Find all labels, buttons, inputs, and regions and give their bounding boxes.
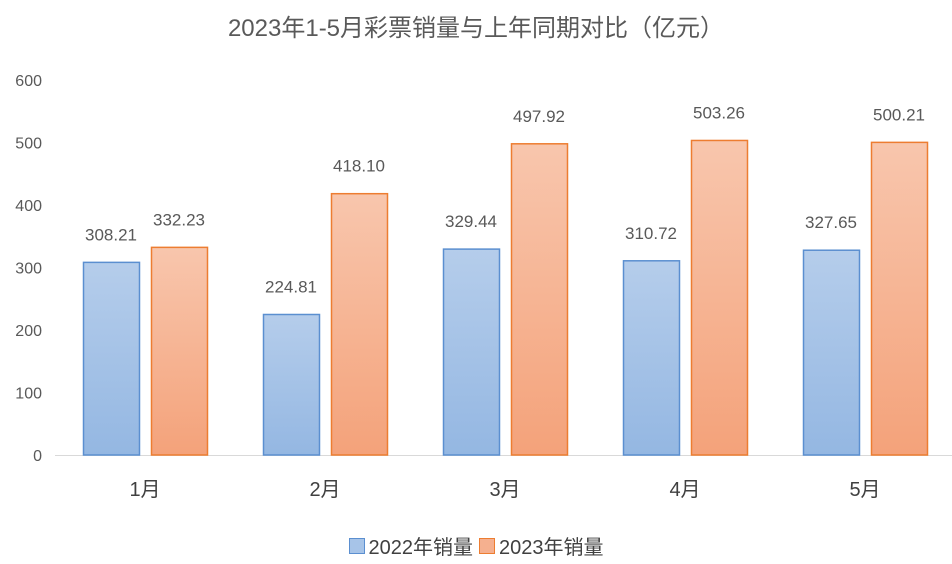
y-tick-label: 200: [15, 323, 42, 340]
data-label: 327.65: [805, 213, 857, 232]
x-tick-label: 3月: [489, 479, 520, 501]
bar-2022: [622, 260, 681, 456]
data-label: 308.21: [85, 225, 137, 244]
chart-title: 2023年1-5月彩票销量与上年同期对比（亿元）: [227, 15, 725, 42]
bar-2023: [510, 143, 569, 456]
y-tick-label: 0: [33, 448, 42, 465]
y-tick-label: 300: [15, 261, 42, 278]
bar-2022: [82, 261, 141, 456]
data-label: 503.26: [693, 103, 745, 122]
data-label: 310.72: [625, 224, 677, 243]
x-tick-label: 5月: [849, 479, 880, 501]
x-tick-label: 2月: [309, 479, 340, 501]
bar-2023: [150, 246, 209, 456]
bar-2023: [690, 139, 749, 456]
x-tick-label: 1月: [129, 479, 160, 501]
legend-label: 2022年销量: [368, 537, 474, 559]
legend-swatch: [479, 537, 495, 554]
bar-2023: [330, 192, 389, 456]
data-label: 329.44: [445, 212, 497, 231]
y-tick-label: 500: [15, 136, 42, 153]
data-label: 332.23: [153, 210, 205, 229]
x-tick-label: 4月: [669, 479, 700, 501]
bar-2022: [262, 313, 321, 456]
legend-swatch: [348, 537, 365, 554]
bar-2022: [442, 248, 501, 456]
data-label: 418.10: [333, 157, 385, 176]
y-tick-label: 600: [15, 73, 42, 90]
data-label: 500.21: [873, 105, 925, 124]
data-label: 497.92: [513, 107, 565, 126]
data-label: 224.81: [265, 277, 317, 296]
y-tick-label: 100: [15, 386, 42, 403]
y-tick-label: 400: [15, 198, 42, 215]
legend: 2022年销量 2023年销量: [0, 531, 952, 560]
bar-2022: [802, 249, 861, 456]
legend-item: 2023年销量: [479, 531, 604, 560]
legend-item: 2022年销量: [348, 531, 474, 560]
bar-2023: [870, 141, 929, 456]
legend-label: 2023年销量: [499, 537, 604, 559]
